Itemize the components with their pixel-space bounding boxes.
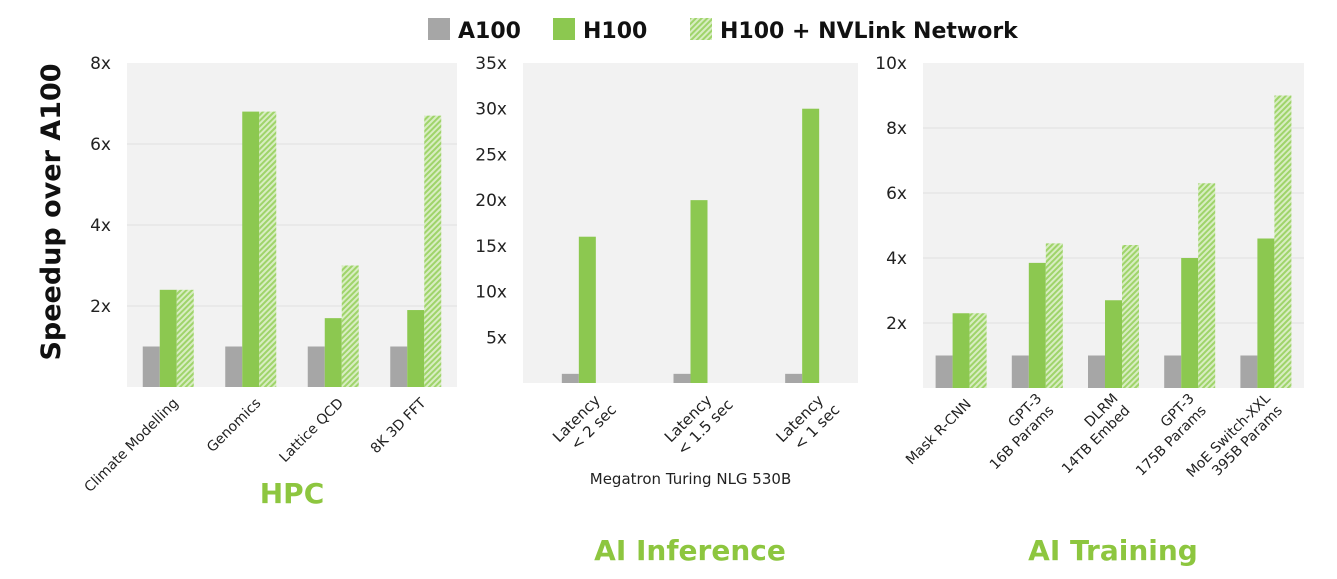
bar-h100 xyxy=(159,289,177,387)
x-tick-label-line: Climate Modelling xyxy=(82,395,182,495)
bar-h100-nvlink-network xyxy=(259,111,277,387)
y-tick-label: 8x xyxy=(90,54,111,74)
bar-a100 xyxy=(142,346,160,387)
bar-a100 xyxy=(390,346,408,387)
y-tick-label: 2x xyxy=(90,297,111,317)
bar-h100 xyxy=(952,313,970,388)
x-tick-label: Climate Modelling xyxy=(82,395,182,495)
x-tick-label: Latency< 1 sec xyxy=(772,388,843,459)
y-tick-label: 20x xyxy=(475,191,507,211)
bar-h100-nvlink-network xyxy=(1198,183,1216,388)
bar-h100-nvlink-network xyxy=(424,115,442,388)
bar-a100 xyxy=(785,373,803,383)
legend: A100 H100 H100 + NVLink Network xyxy=(428,18,1019,44)
x-tick-label-line: Lattice QCD xyxy=(276,395,346,465)
y-tick-label: 8x xyxy=(886,119,907,139)
bar-a100 xyxy=(1088,355,1105,388)
bar-h100-nvlink-network xyxy=(969,313,987,388)
panel-title: AI Training xyxy=(1028,534,1198,567)
bar-h100 xyxy=(1257,238,1275,388)
legend-label-0: A100 xyxy=(458,19,521,44)
bar-a100 xyxy=(1011,355,1029,388)
y-tick-label: 25x xyxy=(475,145,507,165)
x-tick-label: Latency< 1.5 sec xyxy=(661,383,737,459)
y-tick-label: 10x xyxy=(875,54,907,74)
x-tick-label: Mask R-CNN xyxy=(903,396,975,468)
legend-swatch-2 xyxy=(690,18,712,40)
y-tick-label: 10x xyxy=(475,283,507,303)
legend-swatch-1 xyxy=(553,18,575,40)
x-tick-label-line: Genomics xyxy=(204,395,264,455)
x-tick-label: Genomics xyxy=(204,395,264,455)
bar-h100-nvlink-network xyxy=(1122,245,1139,388)
bar-a100 xyxy=(225,346,243,387)
x-tick-label: Lattice QCD xyxy=(276,395,346,465)
bar-h100 xyxy=(1181,258,1199,388)
bar-a100 xyxy=(307,346,325,387)
panel-0: 2x 4x 6x 8x Climate Modelling Genomics Lattice… xyxy=(82,54,457,510)
y-tick-label: 5x xyxy=(486,328,507,348)
bar-h100 xyxy=(242,111,260,387)
panel-1: 5x 10x 15x 20x 25x 30x 35x Latency< 2 sec Latenc… xyxy=(475,54,858,567)
panel-title: AI Inference xyxy=(594,534,786,567)
y-tick-label: 35x xyxy=(475,54,507,74)
legend-label-2: H100 + NVLink Network xyxy=(720,19,1019,44)
bar-h100-nvlink-network xyxy=(341,265,359,387)
panel-title: HPC xyxy=(260,477,325,510)
bar-h100-nvlink-network xyxy=(1274,95,1292,388)
y-tick-label: 6x xyxy=(90,135,111,155)
bar-h100 xyxy=(578,236,596,383)
bar-a100 xyxy=(1164,355,1182,388)
x-tick-label: GPT-316B Params xyxy=(975,391,1057,473)
x-axis-label: Megatron Turing NLG 530B xyxy=(590,470,791,488)
bar-a100 xyxy=(673,373,691,383)
y-axis-label: Speedup over A100 xyxy=(36,63,67,360)
legend-swatch-0 xyxy=(428,18,450,40)
bar-a100 xyxy=(1240,355,1258,388)
bar-h100 xyxy=(1105,300,1122,388)
y-tick-label: 4x xyxy=(90,216,111,236)
y-tick-label: 4x xyxy=(886,249,907,269)
legend-label-1: H100 xyxy=(583,19,647,44)
y-tick-label: 2x xyxy=(886,314,907,334)
bar-h100 xyxy=(407,310,425,387)
y-tick-label: 6x xyxy=(886,184,907,204)
panel-2: 2x 4x 6x 8x 10x Mask R-CNN GPT-316B Params DLRM… xyxy=(875,54,1304,567)
y-tick-label: 15x xyxy=(475,237,507,257)
bar-h100-nvlink-network xyxy=(1045,243,1063,388)
bar-h100 xyxy=(802,108,820,383)
x-tick-label: Latency< 2 sec xyxy=(549,388,620,459)
bar-h100 xyxy=(690,200,708,383)
x-tick-label-line: 8K 3D FFT xyxy=(368,395,430,457)
x-tick-label: 8K 3D FFT xyxy=(368,395,430,457)
bar-h100 xyxy=(324,318,342,387)
bar-h100-nvlink-network xyxy=(176,289,194,387)
x-tick-label: DLRM14TB Embed xyxy=(1047,391,1133,477)
x-tick-label-line: Mask R-CNN xyxy=(903,396,975,468)
y-tick-label: 30x xyxy=(475,100,507,120)
bar-h100 xyxy=(1028,262,1046,388)
bar-a100 xyxy=(935,355,953,388)
bar-a100 xyxy=(561,373,579,383)
